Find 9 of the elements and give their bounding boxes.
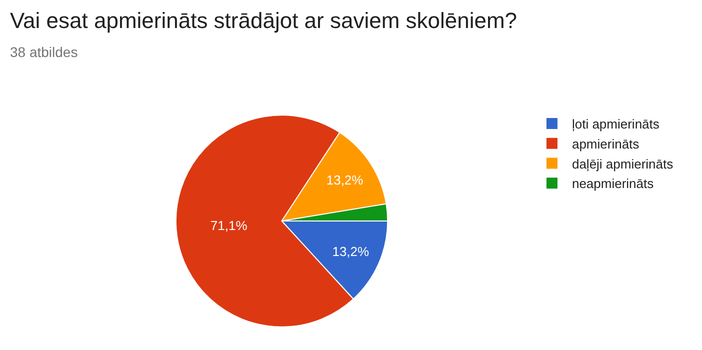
legend-label: daļēji apmierināts xyxy=(572,156,674,172)
text: 38 atbildes xyxy=(10,44,78,60)
legend-label: apmierināts xyxy=(572,136,640,152)
data-label: 71,1% xyxy=(210,218,248,233)
legend-label: neapmierināts xyxy=(572,176,654,192)
data-label: 13,2% xyxy=(326,172,364,188)
legend-label: ļoti apmierināts xyxy=(572,116,660,132)
data-label: 13,2% xyxy=(332,244,370,259)
chart-title: Vai esat apmierināts strādājot ar saviem skolēniem? xyxy=(10,8,518,33)
